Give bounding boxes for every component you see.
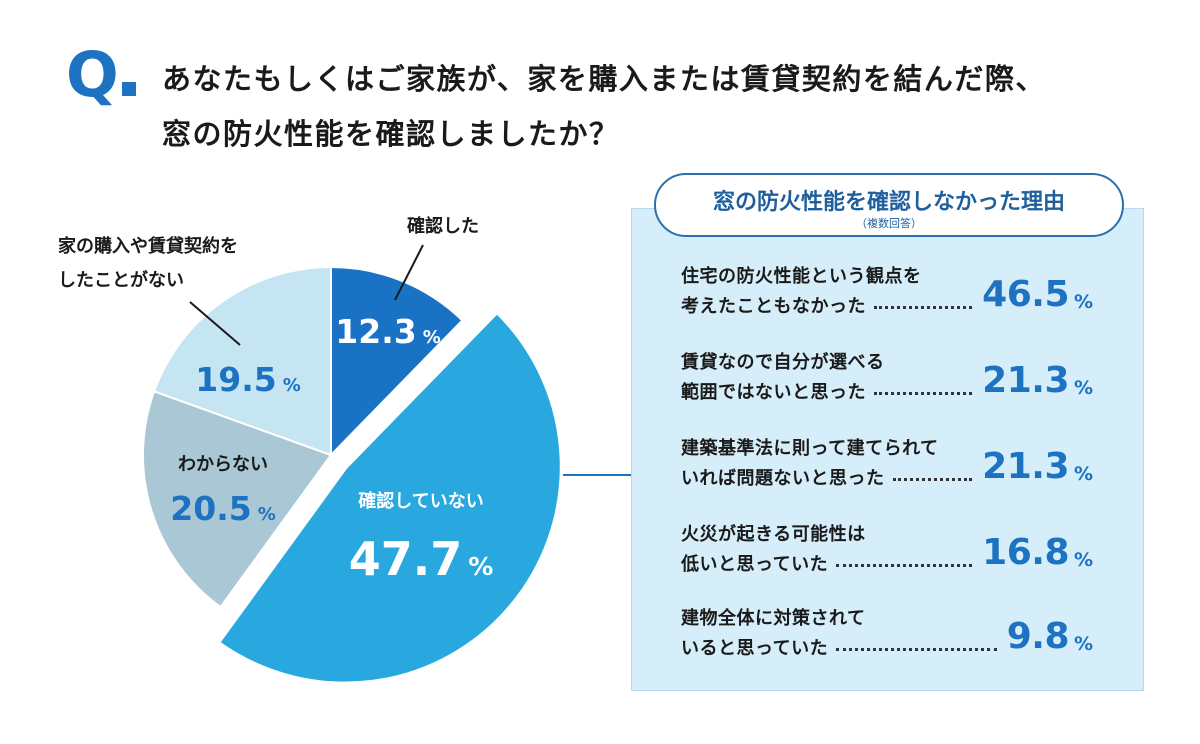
pie-category-label-3b: したことがない [58,269,184,291]
pie-slice-0 [330,265,464,458]
pie-chart: 確認した 12.3 % 確認していない 47.7 % わからない 20.5 % 家の購入や賃貸契約… [58,215,566,688]
reason-leader-dots [874,296,972,309]
leader-line-0 [394,244,424,301]
reason-unit: % [1073,291,1093,313]
reason-label-line2: 考えたこともなかった [681,296,866,317]
reasons-subtitle: （複数回答） [856,217,922,230]
pie-category-label-1: 確認していない [358,490,483,512]
question-line-1: あなたもしくはご家族が、家を購入または賃貸契約を結んだ際、 [162,62,1046,96]
pie-category-label-3a: 家の購入や賃貸契約を [58,235,238,257]
reason-leader-dots [836,638,997,651]
reason-value: 21.3 [982,360,1069,401]
reason-label-line2: 範囲ではないと思った [681,382,866,403]
reason-label-line1: 賃貸なので自分が選べる [681,352,885,373]
reason-row-1: 賃貸なので自分が選べる 範囲ではないと思った 21.3% [681,348,1121,412]
pie-value-label-2: 20.5% [170,489,275,528]
pie-slices [142,265,566,688]
reason-label-line1: 建築基準法に則って建てられて [681,438,939,459]
pie-category-label-0: 確認した [407,215,479,237]
reason-label-line2: いれば問題ないと思った [681,468,885,489]
reason-row-0: 住宅の防火性能という観点を 考えたこともなかった 46.5% [681,262,1121,326]
reasons-title-box: 窓の防火性能を確認しなかった理由 （複数回答） [654,173,1124,237]
reason-row-4: 建物全体に対策されて いると思っていた 9.8% [681,604,1121,668]
reason-value: 9.8 [1006,616,1070,657]
pie-category-label-2: わからない [178,454,268,475]
q-mark: Q [66,40,119,106]
connector-line [563,474,631,476]
q-badge: Q [66,40,136,106]
reason-leader-dots [836,554,972,567]
pie-value-label-0: 12.3% [335,312,440,351]
reason-unit: % [1073,549,1093,571]
pie-slice-2 [142,390,333,609]
reason-value: 16.8 [982,532,1069,573]
reason-unit: % [1073,377,1093,399]
reasons-panel [631,208,1144,691]
reason-row-3: 火災が起きる可能性は 低いと思っていた 16.8% [681,520,1121,584]
reason-leader-dots [893,468,972,481]
reason-unit: % [1073,463,1093,485]
question-line-2: 窓の防火性能を確認しましたか？ [162,117,620,151]
leader-line-3 [189,301,241,346]
pie-value-label-3: 19.5% [195,360,300,399]
reason-label-line2: 低いと思っていた [681,554,829,575]
pie-slice-1 [212,306,566,688]
reason-label-line1: 住宅の防火性能という観点を [681,266,922,287]
reason-row-2: 建築基準法に則って建てられて いれば問題ないと思った 21.3% [681,434,1121,498]
pie-value-label-1: 47.7% [349,532,494,586]
q-square-icon [122,82,136,96]
pie-slice-3 [152,265,332,457]
reason-unit: % [1073,633,1093,655]
reasons-title: 窓の防火性能を確認しなかった理由 [712,190,1065,215]
pie-labels: 確認した 12.3 % 確認していない 47.7 % わからない 20.5 % 家の購入や賃貸契約… [58,215,493,586]
reason-label-line1: 建物全体に対策されて [681,608,866,629]
reason-leader-dots [874,382,972,395]
reason-label-line2: いると思っていた [681,638,829,659]
reason-value: 46.5 [982,274,1069,315]
reason-value: 21.3 [982,446,1069,487]
reason-label-line1: 火災が起きる可能性は [681,524,866,545]
